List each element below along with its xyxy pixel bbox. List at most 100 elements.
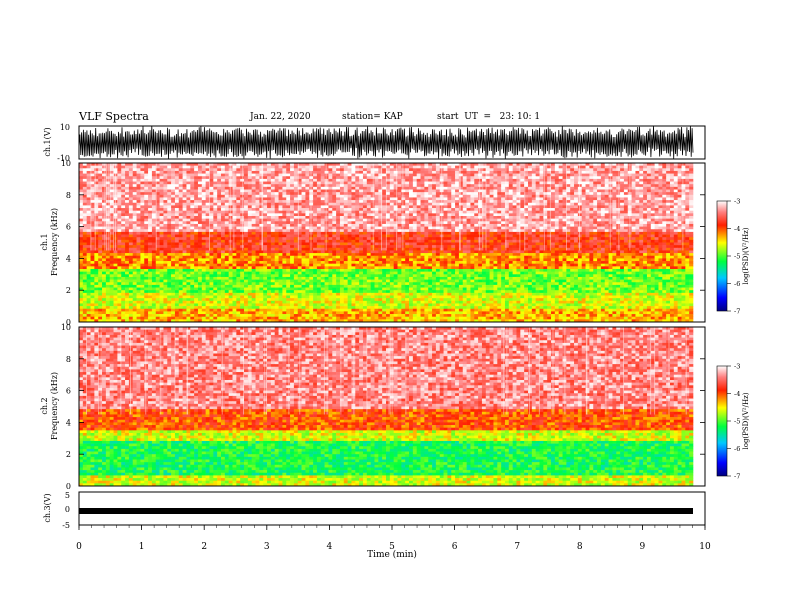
spectrogram-cell <box>413 187 417 190</box>
spectrogram-cell <box>513 187 517 190</box>
spectrogram-cell <box>513 224 517 227</box>
spectrogram-cell <box>209 213 213 216</box>
spectrogram-cell <box>248 197 252 200</box>
spectrogram-cell <box>455 192 459 195</box>
spectrogram-cell <box>643 168 647 171</box>
spectrogram-cell <box>225 200 229 203</box>
spectrogram-cell <box>555 232 559 235</box>
spectrogram-cell <box>359 187 363 190</box>
spectrogram-cell <box>390 211 394 214</box>
spectrogram-cell <box>79 211 83 214</box>
spectrogram-cell <box>497 176 501 179</box>
spectrogram-cell <box>555 221 559 224</box>
spectrogram-cell <box>658 190 662 193</box>
spectrogram-cell <box>198 176 202 179</box>
spectrogram-cell <box>202 232 206 235</box>
spectrogram-cell <box>202 227 206 230</box>
spectrogram-cell <box>363 171 367 174</box>
spectrogram-cell <box>632 184 636 187</box>
spectrogram-cell <box>152 237 156 240</box>
spectrogram-cell <box>528 235 532 238</box>
spectrogram-cell <box>355 232 359 235</box>
spectrogram-cell <box>167 187 171 190</box>
spectrogram-cell <box>574 232 578 235</box>
spectrogram-cell <box>332 211 336 214</box>
spectrogram-cell <box>528 237 532 240</box>
spectrogram-cell <box>121 171 125 174</box>
spectrogram-cell <box>121 208 125 211</box>
spectrogram-cell <box>394 213 398 216</box>
spectrogram-cell <box>121 232 125 235</box>
spectrogram-cell <box>455 182 459 185</box>
spectrogram-cell <box>601 166 605 169</box>
spectrogram-cell <box>167 240 171 243</box>
spectrogram-cell <box>367 243 371 246</box>
spectrogram-cell <box>317 208 321 211</box>
spectrogram-cell <box>344 166 348 169</box>
spectrogram-cell <box>279 195 283 198</box>
spectrogram-cell <box>674 205 678 208</box>
spectrogram-cell <box>597 224 601 227</box>
spectrogram-cell <box>171 232 175 235</box>
spectrogram-cell <box>328 179 332 182</box>
spectrogram-cell <box>478 197 482 200</box>
spectrogram-cell <box>221 190 225 193</box>
spectrogram-cell <box>394 200 398 203</box>
spectrogram-cell <box>632 237 636 240</box>
spectrogram-cell <box>317 174 321 177</box>
spectrogram-cell <box>601 240 605 243</box>
spectrogram-cell <box>325 237 329 240</box>
spectrogram-cell <box>470 171 474 174</box>
spectrogram-cell <box>597 216 601 219</box>
spectrogram-cell <box>470 176 474 179</box>
spectrogram-cell <box>685 211 689 214</box>
spectrogram-cell <box>190 216 194 219</box>
spectrogram-cell <box>321 174 325 177</box>
spectrogram-cell <box>102 179 106 182</box>
spectrogram-cell <box>428 235 432 238</box>
spectrogram-cell <box>282 221 286 224</box>
spectrogram-cell <box>355 216 359 219</box>
spectrogram-cell <box>589 229 593 232</box>
spectrogram-cell <box>509 219 513 222</box>
spectrogram-cell <box>148 179 152 182</box>
spectrogram-cell <box>662 240 666 243</box>
spectrogram-cell <box>616 197 620 200</box>
spectrogram-cell <box>209 168 213 171</box>
spectrogram-cell <box>263 205 267 208</box>
spectrogram-cell <box>267 192 271 195</box>
spectrogram-cell <box>497 229 501 232</box>
spectrogram-cell <box>398 213 402 216</box>
spectrogram-cell <box>566 237 570 240</box>
spectrogram-cell <box>229 200 233 203</box>
spectrogram-cell <box>678 221 682 224</box>
spectrogram-cell <box>83 187 87 190</box>
spectrogram-cell <box>490 184 494 187</box>
spectrogram-cell <box>279 197 283 200</box>
spectrogram-cell <box>417 184 421 187</box>
spectrogram-cell <box>263 211 267 214</box>
spectrogram-cell <box>616 235 620 238</box>
spectrogram-cell <box>647 200 651 203</box>
spectrogram-cell <box>179 171 183 174</box>
spectrogram-cell <box>148 187 152 190</box>
spectrogram-cell <box>390 229 394 232</box>
spectrogram-cell <box>98 240 102 243</box>
spectrogram-cell <box>328 168 332 171</box>
spectrogram-cell <box>609 176 613 179</box>
spectrogram-cell <box>390 232 394 235</box>
spectrogram-cell <box>563 232 567 235</box>
spectrogram-cell <box>213 195 217 198</box>
spectrogram-cell <box>267 168 271 171</box>
spectrogram-cell <box>563 182 567 185</box>
spectrogram-cell <box>463 195 467 198</box>
spectrogram-cell <box>570 197 574 200</box>
spectrogram-cell <box>213 205 217 208</box>
spectrogram-cell <box>286 179 290 182</box>
spectrogram-cell <box>647 208 651 211</box>
spectrogram-cell <box>87 213 91 216</box>
spectrogram-cell <box>405 243 409 246</box>
spectrogram-cell <box>616 237 620 240</box>
spectrogram-cell <box>378 224 382 227</box>
spectrogram-cell <box>252 205 256 208</box>
